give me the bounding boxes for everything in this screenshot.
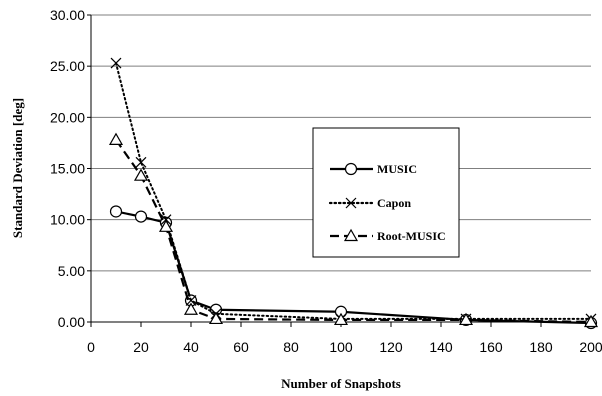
data-point-root-music [208, 311, 224, 325]
data-point-root-music [458, 312, 474, 326]
y-tick-label: 30.00 [50, 7, 85, 23]
data-point-capon [110, 57, 122, 69]
y-axis-title: Standard Deviation [deg] [10, 98, 25, 238]
legend-marker-capon [345, 197, 357, 209]
legend-item-music: MUSIC [330, 162, 417, 176]
series-group [108, 57, 599, 330]
y-tick-label: 10.00 [50, 212, 85, 228]
legend-label-music: MUSIC [377, 162, 417, 176]
y-tick-label: 15.00 [50, 161, 85, 177]
x-tick-label: 0 [87, 339, 95, 355]
x-tick-label: 40 [183, 339, 199, 355]
legend-marker-root-music [343, 228, 359, 242]
legend-item-capon: Capon [328, 196, 411, 210]
legend-marker-music [344, 162, 358, 176]
x-tick-label: 160 [479, 339, 503, 355]
x-tick-label: 100 [329, 339, 353, 355]
x-tick-label: 140 [429, 339, 453, 355]
legend-item-root-music: Root-MUSIC [330, 228, 446, 243]
y-tick-label: 20.00 [50, 109, 85, 125]
x-tick-label: 120 [379, 339, 403, 355]
y-tick-label: 5.00 [58, 263, 85, 279]
x-tick-label: 200 [579, 339, 602, 355]
data-point-root-music [183, 302, 199, 315]
legend-label-root-music: Root-MUSIC [377, 229, 446, 243]
series-root-music [108, 132, 599, 328]
series-line-root-music [115, 139, 592, 324]
x-tick-label: 60 [233, 339, 249, 355]
y-tick-label: 25.00 [50, 58, 85, 74]
data-point-root-music [133, 168, 149, 181]
data-point-root-music [108, 132, 124, 145]
x-tick-label: 20 [133, 339, 149, 355]
legend-label-capon: Capon [377, 196, 411, 210]
data-point-capon [135, 156, 147, 168]
series-line-capon [115, 62, 592, 320]
data-point-root-music [583, 314, 599, 328]
legend: MUSIC Capon Root-MUSIC [312, 127, 460, 258]
data-point-root-music [158, 219, 174, 232]
y-tick-label: 0.00 [58, 314, 85, 330]
x-axis-title: Number of Snapshots [281, 376, 401, 391]
data-point-music [134, 210, 148, 223]
x-tick-label: 80 [283, 339, 299, 355]
data-point-root-music [333, 312, 349, 326]
data-point-music [109, 205, 123, 218]
tick-labels: 0.00 5.00 10.00 15.00 20.00 25.00 30.00 0 20 40 60… [50, 7, 602, 355]
x-tick-label: 180 [529, 339, 553, 355]
